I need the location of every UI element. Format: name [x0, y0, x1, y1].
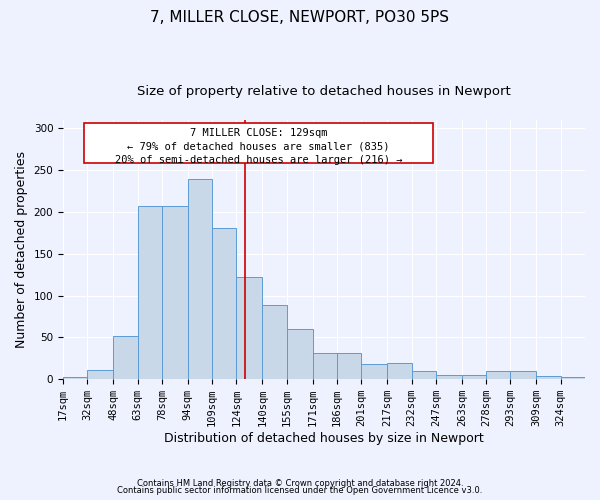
Bar: [262, 305, 287, 379]
Bar: [188, 178, 212, 379]
Bar: [63, 376, 88, 379]
FancyBboxPatch shape: [84, 122, 433, 164]
Bar: [137, 206, 162, 379]
Bar: [88, 370, 113, 379]
Text: 20% of semi-detached houses are larger (216) →: 20% of semi-detached houses are larger (…: [115, 154, 402, 164]
Bar: [462, 375, 486, 379]
Bar: [486, 371, 511, 379]
Bar: [236, 277, 262, 379]
Bar: [113, 336, 137, 379]
Bar: [412, 371, 436, 379]
Text: 7, MILLER CLOSE, NEWPORT, PO30 5PS: 7, MILLER CLOSE, NEWPORT, PO30 5PS: [151, 10, 449, 25]
Bar: [511, 371, 536, 379]
X-axis label: Distribution of detached houses by size in Newport: Distribution of detached houses by size …: [164, 432, 484, 445]
Bar: [560, 376, 585, 379]
Bar: [287, 329, 313, 379]
Bar: [313, 354, 337, 379]
Bar: [436, 375, 462, 379]
Text: 7 MILLER CLOSE: 129sqm: 7 MILLER CLOSE: 129sqm: [190, 128, 327, 138]
Text: Contains HM Land Registry data © Crown copyright and database right 2024.: Contains HM Land Registry data © Crown c…: [137, 478, 463, 488]
Bar: [162, 206, 188, 379]
Title: Size of property relative to detached houses in Newport: Size of property relative to detached ho…: [137, 85, 511, 98]
Bar: [212, 228, 236, 379]
Bar: [337, 354, 361, 379]
Bar: [361, 364, 387, 379]
Bar: [536, 376, 560, 379]
Text: ← 79% of detached houses are smaller (835): ← 79% of detached houses are smaller (83…: [127, 141, 389, 151]
Bar: [387, 364, 412, 379]
Y-axis label: Number of detached properties: Number of detached properties: [15, 151, 28, 348]
Text: Contains public sector information licensed under the Open Government Licence v3: Contains public sector information licen…: [118, 486, 482, 495]
